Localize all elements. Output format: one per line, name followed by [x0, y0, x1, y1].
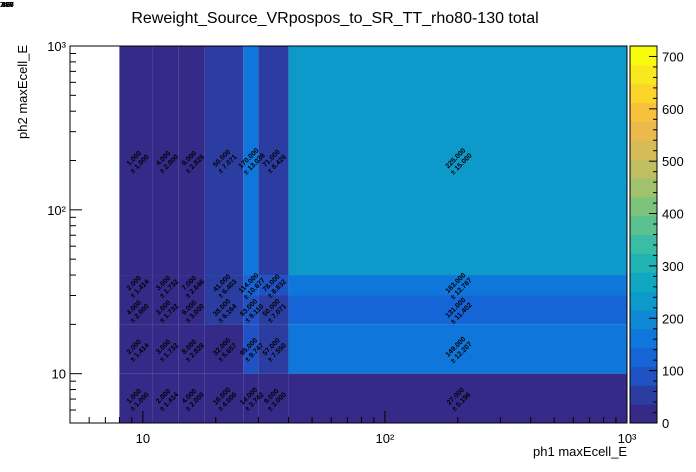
chart-title: Reweight_Source_VRpospos_to_SR_TT_rho80-… — [131, 10, 538, 27]
heatmap-cell — [152, 295, 179, 325]
color-scale-segment — [630, 291, 657, 311]
color-scale-label: 300 — [662, 259, 684, 274]
heatmap-cell — [258, 275, 289, 296]
color-scale-segment — [630, 140, 657, 160]
color-scale-label: 0 — [662, 416, 669, 431]
heatmap-cell — [288, 373, 627, 423]
bin-value-label: 95.000 — [0, 0, 11, 1]
color-scale-segment — [630, 253, 657, 273]
heatmap-cell — [243, 324, 259, 374]
color-scale-label: 200 — [662, 311, 684, 326]
heatmap-cell — [119, 295, 153, 325]
heatmap-cell — [288, 324, 627, 374]
color-scale-label: 100 — [662, 364, 684, 379]
color-scale-label: 400 — [662, 207, 684, 222]
color-scale-segment — [630, 177, 657, 198]
color-scale-label: 600 — [662, 102, 684, 117]
bin-label-group: 95.000± 9.747 — [0, 0, 12, 9]
heatmap-cell — [178, 373, 205, 423]
heatmap-cell — [258, 373, 289, 423]
bin-value-label: 367.000 — [0, 0, 13, 1]
heatmap-cell — [152, 373, 179, 423]
heatmap-cell — [288, 295, 627, 325]
heatmap-cell — [204, 373, 244, 423]
bin-error-label: ± 19.157 — [0, 2, 14, 9]
color-scale-segment — [630, 64, 657, 85]
bin-error-label: ± 26.627 — [0, 2, 14, 9]
color-scale-segment — [630, 404, 657, 424]
bin-error-label: ± 9.747 — [0, 2, 12, 9]
color-scale-segment — [630, 83, 657, 104]
bin-value-label: 529.000 — [0, 0, 13, 1]
color-scale-segment — [630, 121, 657, 141]
heatmap-cell — [152, 275, 179, 296]
heatmap-cell — [204, 295, 244, 325]
bin-label-group: 367.000± 19.157 — [0, 0, 14, 9]
bin-label-group: 529.000± 23.000 — [0, 0, 14, 9]
color-scale-segment — [630, 234, 657, 254]
color-scale-label: 500 — [662, 154, 684, 169]
y-axis-label: ph2 maxEcell_E — [15, 45, 30, 139]
bin-label-group: 709.000± 26.627 — [0, 0, 14, 9]
heatmap-cell — [119, 46, 153, 276]
heatmap-cell — [178, 275, 205, 296]
bin-error-label: ± 23.000 — [0, 2, 14, 9]
heatmap-cell — [119, 324, 153, 374]
heatmap-cells — [119, 46, 627, 423]
color-scale-segment — [630, 328, 657, 349]
color-scale-segment — [630, 46, 657, 66]
heatmap-cell — [204, 275, 244, 296]
heatmap-cell — [258, 46, 289, 276]
heatmap-cell — [204, 324, 244, 374]
color-scale-segment — [630, 159, 657, 179]
x-tick-label: 10² — [376, 431, 395, 446]
y-tick-label: 10² — [47, 203, 66, 218]
heatmap-cell — [178, 46, 205, 276]
heatmap-cell — [152, 46, 179, 276]
color-scale-segment — [630, 215, 657, 235]
heatmap-cell — [178, 295, 205, 325]
color-scale-segment — [630, 196, 657, 217]
heatmap-cell — [178, 324, 205, 374]
color-scale-segment — [630, 102, 657, 122]
y-tick-label: 10 — [52, 367, 66, 382]
color-scale-segment — [630, 347, 657, 367]
plot-frame — [69, 45, 628, 424]
color-scale-segment — [630, 366, 657, 386]
heatmap-cell — [119, 275, 153, 296]
heatmap-cell — [288, 46, 627, 276]
color-scale-segment — [630, 385, 657, 405]
y-tick-label: 10³ — [47, 39, 66, 54]
bin-label-group: 532.000± 23.065 — [0, 0, 14, 9]
color-scale-segment — [630, 309, 657, 330]
axes: 10 10² 10³ 10 10² 10³ — [47, 39, 637, 446]
heatmap-cell — [243, 295, 259, 325]
x-axis-label: ph1 maxEcell_E — [533, 444, 627, 459]
color-scale: 0 100 200 300 400 500 600 700 — [629, 45, 684, 431]
heatmap-cell — [119, 373, 153, 423]
x-tick-label: 10 — [136, 431, 150, 446]
heatmap-cell — [288, 275, 627, 296]
heatmap-cell — [243, 275, 259, 296]
heatmap-cell — [243, 46, 259, 276]
bin-error-label: ± 23.065 — [0, 2, 14, 9]
heatmap-cell — [258, 324, 289, 374]
heatmap-cell — [258, 295, 289, 325]
color-scale-segment — [630, 272, 657, 292]
bin-value-label: 532.000 — [0, 0, 13, 1]
heatmap-cell — [204, 46, 244, 276]
heatmap-cell — [243, 373, 259, 423]
heatmap-cell — [152, 324, 179, 374]
bin-value-label: 709.000 — [0, 0, 13, 1]
color-scale-label: 700 — [662, 49, 684, 64]
x-tick-label: 10³ — [618, 431, 637, 446]
